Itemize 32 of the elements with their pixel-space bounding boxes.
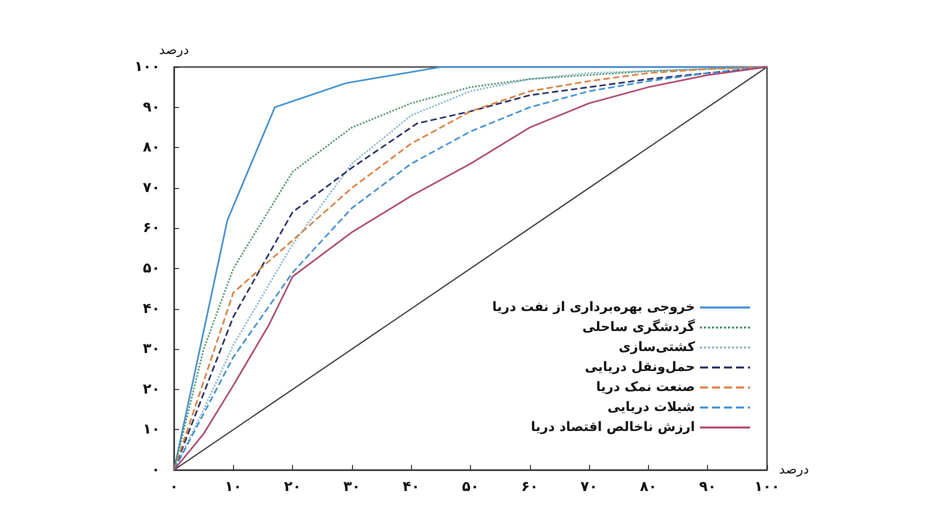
line-series xyxy=(173,66,768,471)
legend-label: حمل‌ونقل دریایی xyxy=(584,360,695,375)
x-tick-label: ۶۰ xyxy=(521,479,538,495)
y-tick-label: ۹۰ xyxy=(142,99,160,116)
y-tick-label: ۰ xyxy=(151,462,160,478)
y-tick-label: ۱۰۰ xyxy=(134,59,160,75)
y-tick-label: ۳۰ xyxy=(142,341,160,358)
y-axis-title: درصد xyxy=(159,43,190,58)
x-tick-label: ۰ xyxy=(170,479,178,495)
x-tick-label: ۷۰ xyxy=(580,479,598,495)
y-tick-label: ۲۰ xyxy=(142,381,160,398)
x-tick-label: ۸۰ xyxy=(640,479,657,495)
x-tick-label: ۵۰ xyxy=(462,479,480,495)
x-tick-label: ۱۰۰ xyxy=(754,479,780,495)
x-tick-label: ۹۰ xyxy=(699,479,716,495)
legend-label: کشتی‌سازی xyxy=(618,340,696,355)
x-tick-label: ۴۰ xyxy=(402,479,420,495)
legend-label: خروجی بهره‌برداری از نفت دریا xyxy=(492,300,695,315)
legend-label: شیلات دریایی xyxy=(607,400,695,415)
y-tick-label: ۵۰ xyxy=(142,260,160,276)
y-tick-label: ۷۰ xyxy=(142,180,160,196)
legend-label: گردشگری ساحلی xyxy=(582,319,696,335)
y-tick-label: ۶۰ xyxy=(142,220,160,236)
y-tick-label: ۸۰ xyxy=(142,140,160,156)
y-tick-label: ۴۰ xyxy=(142,300,160,317)
x-tick-label: ۳۰ xyxy=(343,479,360,495)
y-tick-label: ۱۰ xyxy=(142,422,160,438)
x-axis-title: درصد xyxy=(779,462,810,478)
legend-label: صنعت نمک دریا xyxy=(596,380,695,395)
x-tick-label: ۲۰ xyxy=(284,479,302,495)
legend-label: ارزش ناخالص اقتصاد دریا xyxy=(530,420,695,435)
x-tick-label: ۱۰ xyxy=(224,479,242,495)
